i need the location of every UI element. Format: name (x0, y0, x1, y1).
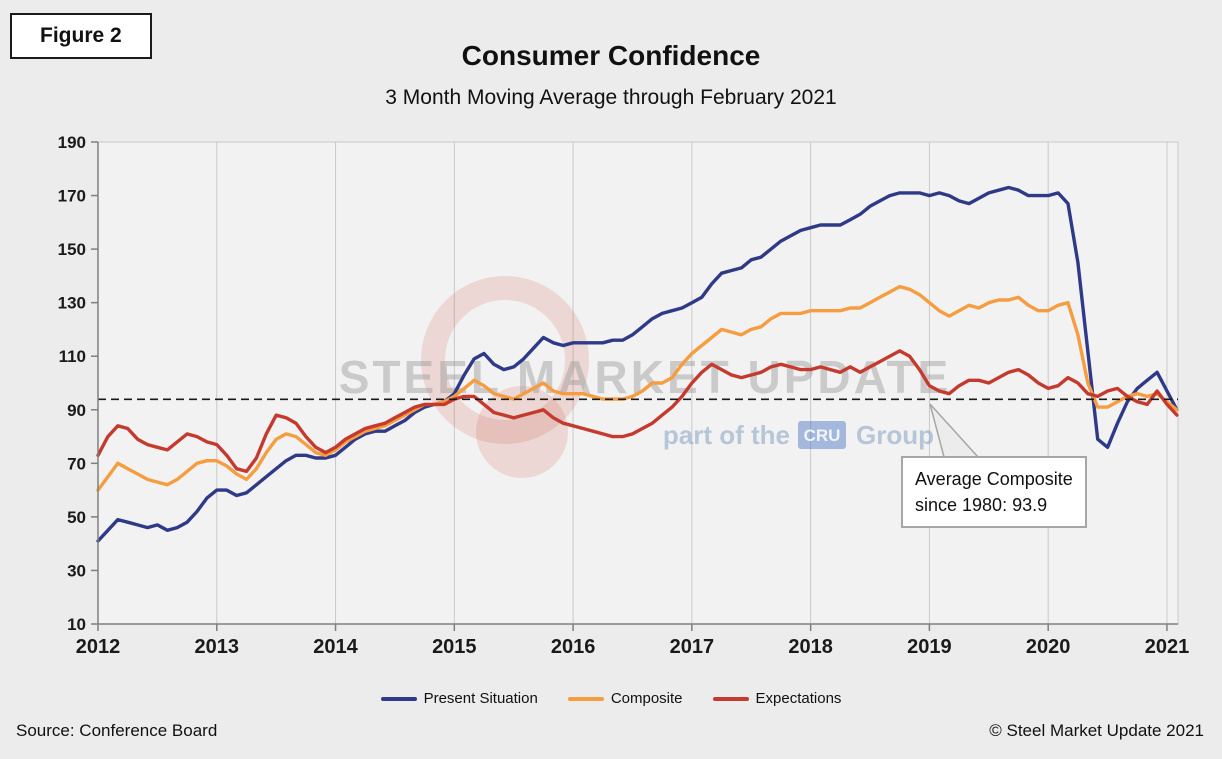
x-tick-label: 2013 (195, 636, 240, 658)
copyright-text: © Steel Market Update 2021 (989, 721, 1204, 740)
x-tick-label: 2020 (1026, 636, 1071, 658)
x-tick-label: 2017 (670, 636, 715, 658)
watermark-sub-suffix: Group (856, 420, 934, 450)
cru-logo-box (798, 421, 846, 449)
y-tick-label: 10 (67, 615, 86, 634)
average-composite-callout: Average Composite since 1980: 93.9 (901, 456, 1087, 529)
x-tick-label: 2015 (432, 636, 477, 658)
legend-label: Composite (610, 690, 683, 707)
legend-swatch (380, 696, 417, 701)
callout-line-2: since 1980: 93.9 (915, 495, 1048, 516)
y-tick-label: 90 (67, 401, 86, 420)
y-tick-label: 150 (58, 240, 86, 259)
y-tick-label: 130 (58, 294, 86, 313)
watermark-sub-prefix: part of the (663, 420, 790, 450)
y-tick-label: 190 (58, 133, 86, 152)
chart-legend: Present Situation Composite Expectations (0, 690, 1222, 707)
chart-subtitle: 3 Month Moving Average through February … (385, 86, 837, 109)
y-tick-label: 30 (67, 561, 86, 580)
y-tick-label: 70 (67, 454, 86, 473)
callout-line-1: Average Composite (915, 469, 1073, 489)
legend-item-present-situation: Present Situation (380, 690, 538, 707)
watermark: STEEL MARKET UPDATE part of the CRU Group (339, 276, 951, 478)
legend-label: Present Situation (423, 690, 538, 707)
legend-swatch (712, 696, 749, 701)
cru-logo-text: CRU (804, 426, 841, 445)
y-tick-label: 110 (59, 347, 86, 366)
x-tick-label: 2012 (76, 636, 121, 658)
legend-item-expectations: Expectations (712, 690, 842, 707)
x-tick-label: 2018 (788, 636, 833, 658)
chart-title: Consumer Confidence (461, 40, 761, 71)
x-tick-label: 2016 (551, 636, 596, 658)
y-tick-label: 50 (67, 508, 86, 527)
legend-item-composite: Composite (567, 690, 683, 707)
plot-background (97, 141, 1179, 625)
y-tick-label: 170 (58, 187, 86, 206)
series-line-expectations (96, 349, 1179, 474)
series-line-composite (96, 284, 1179, 492)
legend-label: Expectations (755, 690, 842, 707)
series-line-present-situation (96, 185, 1179, 543)
x-tick-label: 2019 (907, 636, 952, 658)
watermark-main-text: STEEL MARKET UPDATE (339, 351, 951, 403)
figure-label: Figure 2 (10, 13, 152, 59)
x-tick-label: 2021 (1145, 636, 1190, 658)
x-tick-label: 2014 (313, 636, 358, 658)
legend-swatch (567, 696, 604, 701)
source-text: Source: Conference Board (16, 721, 218, 740)
